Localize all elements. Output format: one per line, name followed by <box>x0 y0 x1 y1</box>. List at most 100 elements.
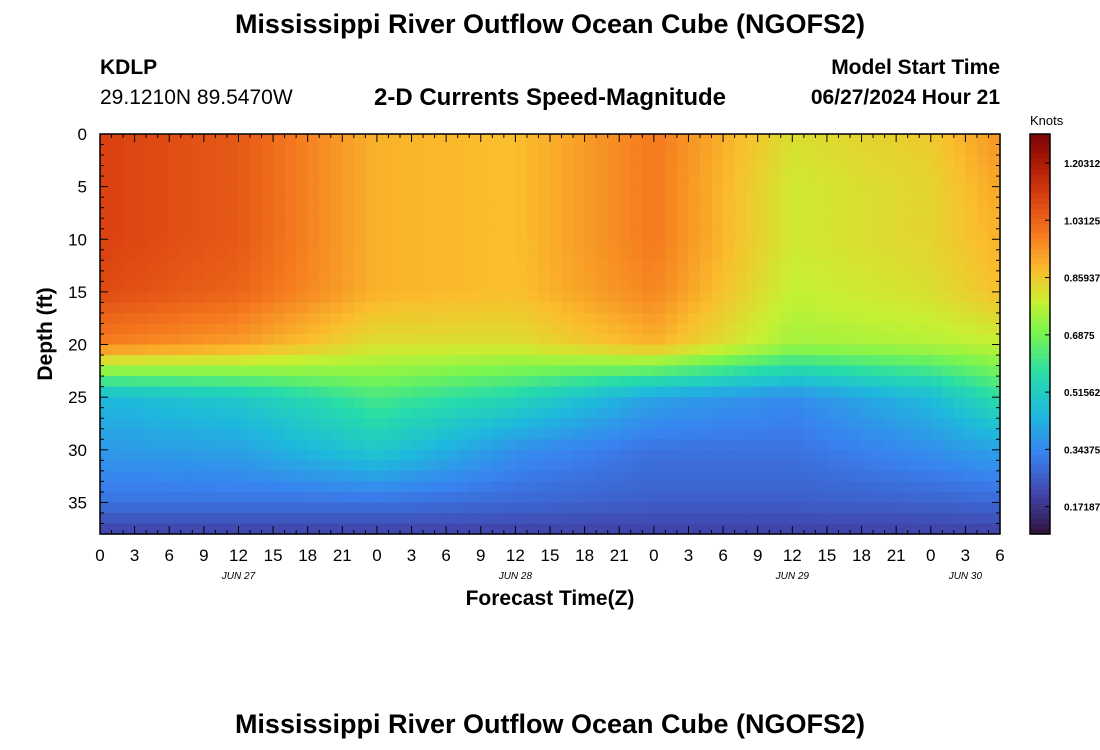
heat-cell <box>134 323 147 335</box>
heat-cell <box>550 334 563 346</box>
heat-cell <box>988 165 1001 177</box>
heat-cell <box>850 270 863 282</box>
heat-cell <box>250 491 263 504</box>
heat-cell <box>792 334 805 346</box>
heat-cell <box>469 386 482 398</box>
heat-cell <box>146 470 159 482</box>
colorbar-segment <box>1030 404 1050 410</box>
heat-cell <box>688 449 701 461</box>
heat-cell <box>446 386 459 398</box>
heat-cell <box>169 376 182 388</box>
day-label: JUN 28 <box>498 571 533 582</box>
heat-cell <box>850 502 863 514</box>
heat-cell <box>192 386 205 398</box>
heat-cell <box>261 512 274 525</box>
heat-cell <box>526 155 540 167</box>
heat-cell <box>700 334 713 346</box>
heat-cell <box>746 439 759 451</box>
heat-cell <box>584 239 597 251</box>
heat-cell <box>907 291 920 304</box>
heat-cell <box>169 428 182 440</box>
heat-cell <box>607 302 620 314</box>
colorbar-segment <box>1030 259 1050 265</box>
heat-cell <box>526 407 540 419</box>
heat-cell <box>780 270 793 282</box>
heat-cell <box>550 134 563 146</box>
heat-cell <box>550 291 563 304</box>
heat-cell <box>215 355 228 367</box>
heat-cell <box>550 207 563 219</box>
heat-cell <box>953 428 966 440</box>
heat-cell <box>480 291 493 304</box>
heat-cell <box>688 270 701 282</box>
heat-cell <box>353 270 366 282</box>
heat-cell <box>238 491 251 504</box>
heat-cell <box>861 491 874 504</box>
heat-cell <box>330 291 343 304</box>
heat-cell <box>573 207 586 219</box>
heat-cell <box>388 386 401 398</box>
heat-cell <box>596 470 609 482</box>
heat-cell <box>976 449 990 461</box>
heat-cell <box>573 470 586 482</box>
heat-cell <box>723 312 736 325</box>
heat-cell <box>676 460 690 472</box>
heat-cell <box>561 523 574 535</box>
heat-cell <box>250 418 263 430</box>
heat-cell <box>526 323 540 335</box>
heat-cell <box>584 144 597 156</box>
heat-cell <box>250 365 263 377</box>
heat-cell <box>711 197 724 209</box>
heat-cell <box>330 523 343 535</box>
x-tick-label: 15 <box>264 546 283 565</box>
heat-cell <box>884 239 897 251</box>
heat-cell <box>907 218 920 230</box>
heat-cell <box>250 355 263 367</box>
colorbar-segment <box>1030 324 1050 330</box>
heat-cell <box>123 481 136 493</box>
heat-cell <box>203 512 216 525</box>
heat-cell <box>596 249 609 261</box>
heat-cell <box>711 312 724 325</box>
heat-cell <box>203 481 216 493</box>
heat-cell <box>734 491 747 504</box>
heat-cell <box>411 239 424 251</box>
heat-cell <box>596 481 609 493</box>
heat-cell <box>515 439 528 451</box>
heat-cell <box>526 218 540 230</box>
chart-title: Mississippi River Outflow Ocean Cube (NG… <box>234 9 866 39</box>
heat-cell <box>907 376 920 388</box>
colorbar-segment <box>1030 459 1050 465</box>
heat-cell <box>192 523 205 535</box>
heat-cell <box>976 407 990 419</box>
heat-cell <box>630 334 643 346</box>
heat-cell <box>307 481 320 493</box>
heat-cell <box>469 228 482 240</box>
heat-cell <box>665 228 678 240</box>
heat-cell <box>550 323 563 335</box>
heat-cell <box>584 197 597 209</box>
heat-cell <box>619 239 632 251</box>
heat-cell <box>330 228 343 240</box>
heat-cell <box>907 449 920 461</box>
heat-cell <box>296 281 309 293</box>
colorbar-segment <box>1030 374 1050 380</box>
heat-cell <box>169 460 182 472</box>
heat-cell <box>376 428 390 440</box>
heat-cell <box>215 523 228 535</box>
heat-cell <box>538 491 551 504</box>
heat-cell <box>769 376 782 388</box>
heat-cell <box>146 249 159 261</box>
heat-cell <box>676 155 690 167</box>
heat-cell <box>446 344 459 356</box>
heat-cell <box>953 397 966 409</box>
heat-cell <box>930 165 943 177</box>
heat-cell <box>469 302 482 314</box>
heat-cell <box>642 386 655 398</box>
heat-cell <box>538 428 551 440</box>
heat-cell <box>896 502 909 514</box>
heat-cell <box>100 218 113 230</box>
heat-cell <box>296 502 309 514</box>
heat-cell <box>734 165 747 177</box>
heat-cell <box>192 418 205 430</box>
